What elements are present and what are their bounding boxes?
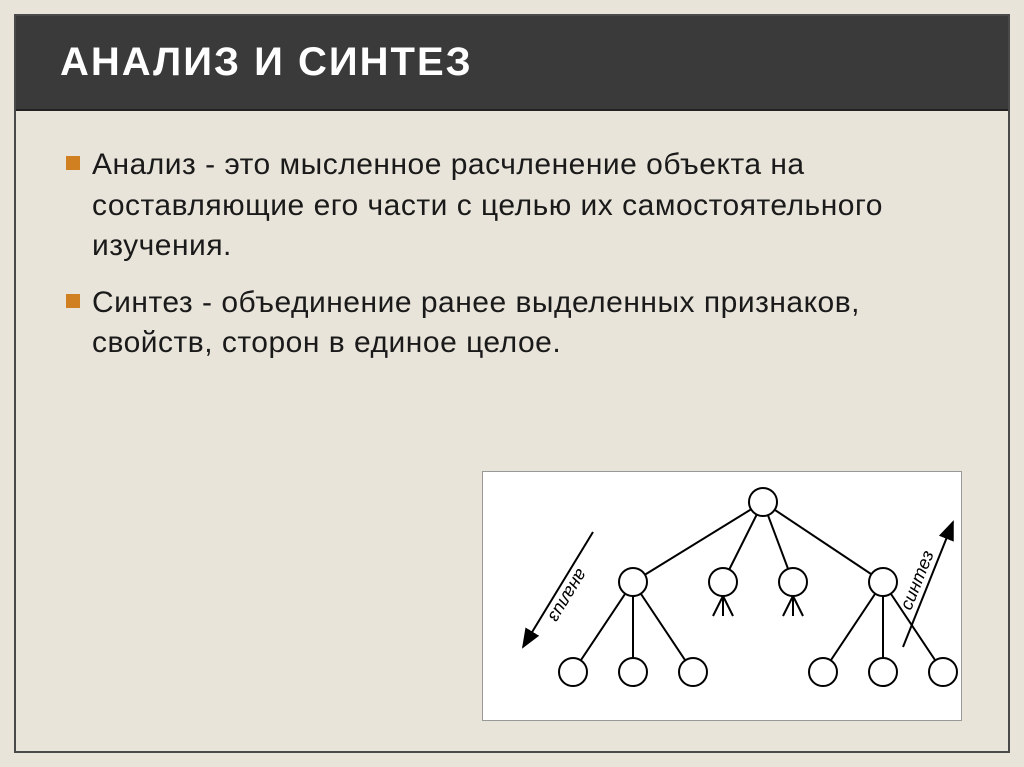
svg-text:анализ: анализ [545,566,592,626]
bullet-marker [66,294,80,308]
bullet-text: Синтез - объединение ранее выделенных пр… [92,283,958,364]
slide-frame: АНАЛИЗ И СИНТЕЗ Анализ - это мысленное р… [14,14,1010,753]
slide-header: АНАЛИЗ И СИНТЕЗ [16,16,1008,111]
slide-title: АНАЛИЗ И СИНТЕЗ [60,40,473,84]
bullet-item: Синтез - объединение ранее выделенных пр… [66,283,958,364]
bullet-item: Анализ - это мысленное расчленение объек… [66,145,958,267]
bullet-text: Анализ - это мысленное расчленение объек… [92,145,958,267]
tree-diagram: анализ синтез [482,471,962,721]
slide-content: Анализ - это мысленное расчленение объек… [16,111,1008,414]
svg-text:синтез: синтез [896,548,938,613]
tree-svg: анализ синтез [483,472,963,722]
bullet-marker [66,156,80,170]
